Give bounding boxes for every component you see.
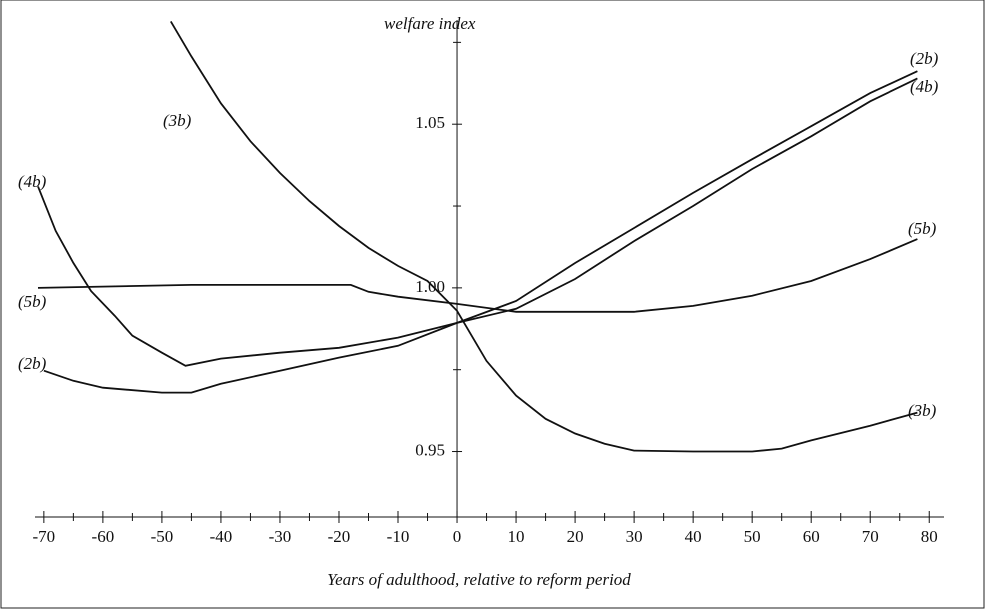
x-tick-label: 20 <box>567 527 584 546</box>
series-label: (3b) <box>163 111 192 130</box>
x-tick-label: 30 <box>626 527 643 546</box>
x-tick-label: 50 <box>744 527 761 546</box>
y-tick-label: 1.00 <box>415 277 445 296</box>
x-tick-label: -30 <box>269 527 292 546</box>
series-line <box>37 238 918 313</box>
series-label: (4b) <box>910 77 939 96</box>
x-axis-title: Years of adulthood, relative to reform p… <box>327 570 631 589</box>
series-line <box>170 20 918 453</box>
x-tick-label: 40 <box>685 527 702 546</box>
series-label: (5b) <box>908 219 937 238</box>
x-tick-label: 10 <box>508 527 525 546</box>
series-label: (2b) <box>18 354 47 373</box>
y-tick-label: 1.05 <box>415 113 445 132</box>
x-tick-label: -20 <box>328 527 351 546</box>
x-tick-label: -70 <box>33 527 56 546</box>
x-tick-label: 60 <box>803 527 820 546</box>
series-label: (5b) <box>18 292 47 311</box>
x-tick-label: -50 <box>151 527 174 546</box>
series-label: (3b) <box>908 401 937 420</box>
y-axis-title: welfare index <box>384 14 476 33</box>
x-tick-label: 80 <box>921 527 938 546</box>
x-tick-label: 0 <box>453 527 462 546</box>
x-tick-label: -10 <box>387 527 410 546</box>
series-line <box>37 77 918 367</box>
x-tick-label: -40 <box>210 527 233 546</box>
series-label: (2b) <box>910 49 939 68</box>
x-tick-label: -60 <box>92 527 115 546</box>
series-label: (4b) <box>18 172 47 191</box>
y-tick-label: 0.95 <box>415 440 445 459</box>
series-line <box>43 70 918 394</box>
x-tick-label: 70 <box>862 527 879 546</box>
